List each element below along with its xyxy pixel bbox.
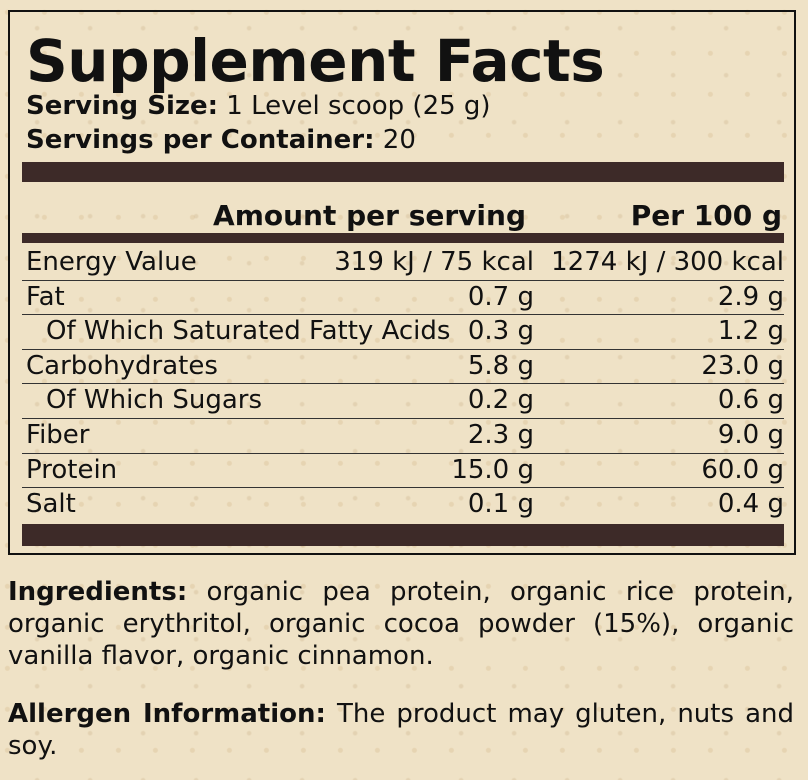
amount-per-serving: 0.7 g xyxy=(467,281,534,312)
amount-per-serving: 2.3 g xyxy=(467,420,534,450)
amount-per-100g: 2.9 g xyxy=(717,281,784,312)
table-row: Of Which Sugars 0.2 g 0.6 g xyxy=(22,383,784,419)
amount-per-serving: 0.2 g xyxy=(467,385,534,416)
table-row: Energy Value 319 kJ / 75 kcal 1274 kJ / 30… xyxy=(22,245,784,281)
divider-bar xyxy=(22,162,784,182)
header-per-100g: Per 100 g xyxy=(630,199,782,232)
table-row: Fat 0.7 g 2.9 g xyxy=(22,280,784,316)
serving-size-value: 1 Level scoop (25 g) xyxy=(226,91,491,121)
allergen-text: The product may gluten, nuts and soy. xyxy=(8,699,794,761)
amount-per-serving: 319 kJ / 75 kcal xyxy=(334,247,534,277)
amount-per-100g: 1.2 g xyxy=(717,316,784,347)
table-row: Salt 0.1 g 0.4 g xyxy=(22,487,784,522)
nutrient-name: Protein xyxy=(26,454,118,485)
table-row: Carbohydrates 5.8 g 23.0 g xyxy=(22,349,784,385)
nutrient-name: Fat xyxy=(26,281,65,312)
ingredients: Ingredients: organic pea protein, organi… xyxy=(8,576,794,672)
nutrient-name: Of Which Saturated Fatty Acids xyxy=(46,316,451,347)
amount-per-100g: 0.6 g xyxy=(717,385,784,416)
table-row: Fiber 2.3 g 9.0 g xyxy=(22,418,784,454)
divider-bar xyxy=(22,233,784,243)
serving-size-label: Serving Size: xyxy=(26,91,219,121)
nutrient-name: Fiber xyxy=(26,420,90,450)
supplement-facts-panel: Supplement Facts Serving Size: 1 Level s… xyxy=(8,10,796,555)
serving-size: Serving Size: 1 Level scoop (25 g) xyxy=(26,90,491,122)
nutrient-name: Carbohydrates xyxy=(26,350,218,381)
table-row: Of Which Saturated Fatty Acids 0.3 g 1.2 g xyxy=(22,314,784,350)
amount-per-serving: 5.8 g xyxy=(467,350,534,381)
nutrient-name: Salt xyxy=(26,489,76,520)
servings-value: 20 xyxy=(382,125,416,155)
header-amount-per-serving: Amount per serving xyxy=(213,199,526,232)
amount-per-serving: 15.0 g xyxy=(451,454,534,485)
divider-bar xyxy=(22,524,784,546)
amount-per-100g: 23.0 g xyxy=(701,350,784,381)
servings-label: Servings per Container: xyxy=(26,125,375,155)
amount-per-100g: 1274 kJ / 300 kcal xyxy=(551,247,784,277)
ingredients-text: organic pea protein, organic rice protei… xyxy=(8,577,795,671)
servings-per-container: Servings per Container: 20 xyxy=(26,124,416,156)
panel-title: Supplement Facts xyxy=(26,27,605,95)
amount-per-serving: 0.1 g xyxy=(467,489,534,520)
amount-per-100g: 9.0 g xyxy=(717,420,784,450)
nutrient-name: Energy Value xyxy=(26,247,197,277)
amount-per-100g: 0.4 g xyxy=(717,489,784,520)
allergen-label: Allergen Information: xyxy=(8,699,326,729)
allergen-information: Allergen Information: The product may gl… xyxy=(8,698,794,762)
table-row: Protein 15.0 g 60.0 g xyxy=(22,453,784,489)
amount-per-serving: 0.3 g xyxy=(467,316,534,347)
nutrient-name: Of Which Sugars xyxy=(46,385,262,416)
ingredients-label: Ingredients: xyxy=(8,577,188,607)
amount-per-100g: 60.0 g xyxy=(701,454,784,485)
